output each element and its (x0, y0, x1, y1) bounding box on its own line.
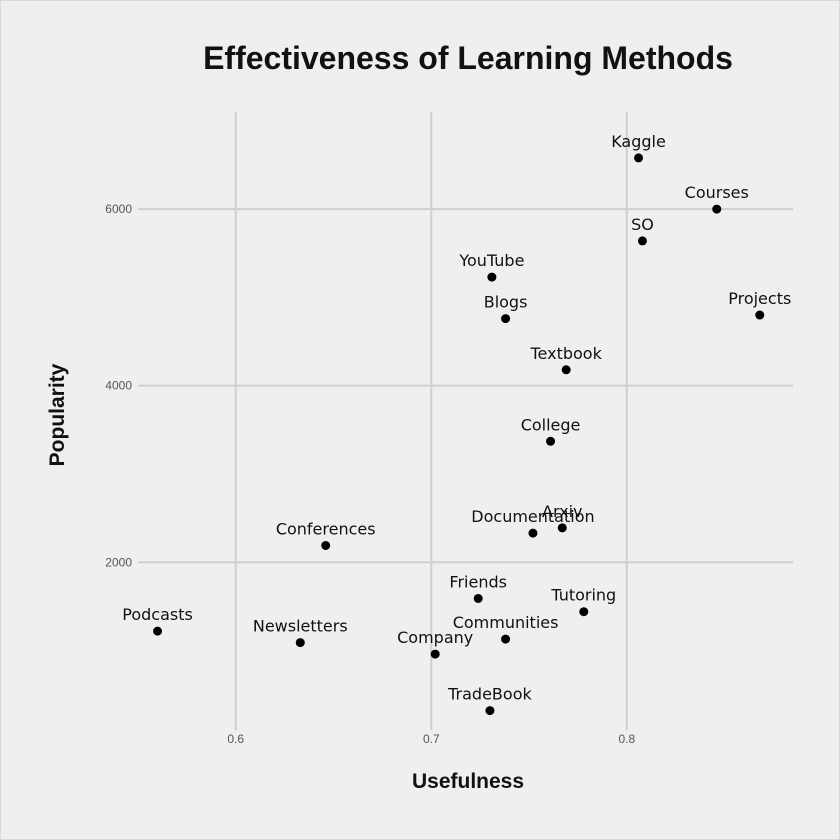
point-label-tutoring: Tutoring (550, 586, 616, 605)
point-label-newsletters: Newsletters (253, 617, 348, 636)
data-point-tradebook (485, 706, 495, 716)
point-labels: Kaggle Courses SO YouTube Projects Blogs Textb… (122, 132, 791, 704)
data-point-arxiv (557, 523, 567, 533)
data-point-friends (473, 593, 483, 603)
point-label-podcasts: Podcasts (122, 605, 193, 624)
point-label-textbook: Textbook (530, 344, 603, 363)
point-label-company: Company (397, 628, 473, 647)
data-point-projects (755, 310, 765, 320)
data-point-newsletters (295, 638, 305, 648)
data-point-textbook (561, 365, 571, 375)
data-point-youtube (487, 272, 497, 282)
x-tick-label: 0.7 (423, 732, 440, 746)
x-tick-label: 0.8 (618, 732, 635, 746)
data-point-communities (501, 634, 511, 644)
y-tick-label: 2000 (105, 555, 132, 569)
point-label-kaggle: Kaggle (611, 132, 666, 151)
y-tick-label: 4000 (105, 379, 132, 393)
point-label-arxiv: Arxiv (542, 502, 582, 521)
point-label-youtube: YouTube (458, 251, 524, 270)
y-tick-label: 6000 (105, 202, 132, 216)
x-tick-label: 0.6 (227, 732, 244, 746)
data-point-college (546, 436, 556, 446)
data-point-tutoring (579, 607, 589, 617)
data-point-documentation (528, 528, 538, 538)
data-point-courses (712, 204, 722, 214)
point-label-conferences: Conferences (276, 519, 376, 538)
data-point-blogs (501, 314, 511, 324)
data-points (153, 153, 765, 716)
point-label-documentation: Documentation (471, 507, 594, 526)
grid-lines (138, 112, 793, 730)
axis-ticks: 0.6 0.7 0.8 2000 4000 6000 (105, 202, 635, 746)
point-label-so: SO (631, 215, 654, 234)
data-point-kaggle (634, 153, 644, 163)
data-point-conferences (321, 540, 331, 550)
point-label-courses: Courses (685, 183, 749, 202)
chart-title: Effectiveness of Learning Methods (203, 40, 733, 76)
point-label-college: College (521, 415, 581, 434)
data-point-podcasts (153, 626, 163, 636)
x-axis-label: Usefulness (411, 770, 525, 793)
point-label-friends: Friends (449, 572, 507, 591)
point-label-projects: Projects (728, 289, 791, 308)
point-label-blogs: Blogs (484, 293, 528, 312)
point-label-communities: Communities (453, 613, 559, 632)
point-label-tradebook: TradeBook (447, 685, 532, 704)
data-point-company (430, 649, 440, 659)
data-point-so (637, 236, 647, 246)
